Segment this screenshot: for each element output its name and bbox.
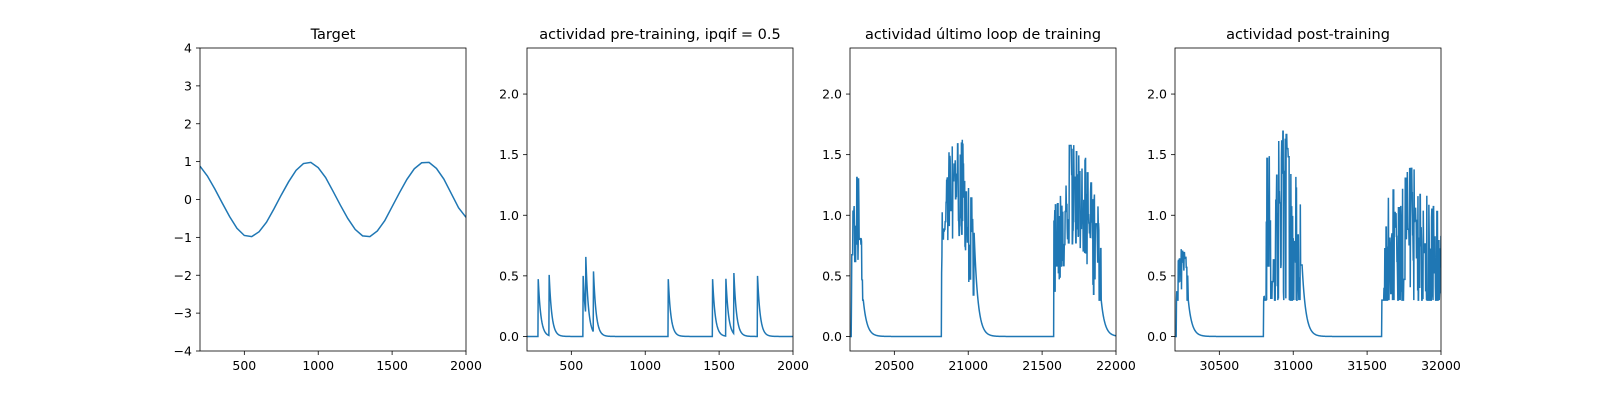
y-tick-label: 0 xyxy=(184,192,192,207)
y-tick-label: 0.5 xyxy=(1147,268,1167,283)
subplot-title: actividad último loop de training xyxy=(865,27,1101,43)
series-line xyxy=(200,161,466,238)
series-line xyxy=(527,256,793,338)
y-tick-label: 2.0 xyxy=(499,87,519,102)
y-tick-label: 1.5 xyxy=(499,147,519,162)
axes-frame xyxy=(849,47,1117,352)
y-tick-label: 0.5 xyxy=(822,268,842,283)
axes-frame xyxy=(526,47,794,352)
x-tick-label: 21000 xyxy=(948,358,988,373)
x-tick-label: 32000 xyxy=(1421,358,1461,373)
y-tick-label: 1.5 xyxy=(822,147,842,162)
series-line xyxy=(1175,130,1441,338)
y-tick-label: 1.0 xyxy=(499,208,519,223)
y-tick-label: 1.0 xyxy=(1147,208,1167,223)
subplot-title: actividad pre-training, ipqif = 0.5 xyxy=(539,27,780,43)
subplot-1: Target 500 1000 1500 2000 −4 −3 −2 −1 0 1 2 3 4 xyxy=(174,27,482,373)
x-tick-label: 31000 xyxy=(1273,358,1313,373)
x-tick-label: 500 xyxy=(559,358,583,373)
y-tick-label: 0.0 xyxy=(822,329,842,344)
y-tick-label: 3 xyxy=(184,78,192,93)
x-tick-label: 21500 xyxy=(1022,358,1062,373)
y-tick-label: −3 xyxy=(174,306,192,321)
x-tick-label: 1000 xyxy=(629,358,661,373)
subplot-3: actividad último loop de training 20500 21… xyxy=(822,27,1136,373)
y-tick-label: 1.0 xyxy=(822,208,842,223)
x-tick-label: 2000 xyxy=(777,358,809,373)
y-tick-label: 0.5 xyxy=(499,268,519,283)
x-tick-label: 1500 xyxy=(703,358,735,373)
axes-frame xyxy=(1174,47,1442,352)
subplot-title: Target xyxy=(310,27,356,43)
series-line xyxy=(850,139,1116,338)
x-tick-label: 1000 xyxy=(302,358,334,373)
subplot-title: actividad post-training xyxy=(1226,27,1390,43)
y-tick-label: −2 xyxy=(174,268,192,283)
y-tick-label: 2.0 xyxy=(1147,87,1167,102)
x-tick-label: 22000 xyxy=(1096,358,1136,373)
y-tick-label: 2 xyxy=(184,116,192,131)
y-tick-label: 1.5 xyxy=(1147,147,1167,162)
y-tick-label: −4 xyxy=(174,344,192,359)
y-tick-label: 1 xyxy=(184,154,192,169)
y-tick-label: 0.0 xyxy=(499,329,519,344)
y-tick-label: 2.0 xyxy=(822,87,842,102)
x-tick-label: 2000 xyxy=(450,358,482,373)
x-tick-label: 500 xyxy=(232,358,256,373)
y-tick-label: −1 xyxy=(174,230,192,245)
x-tick-label: 31500 xyxy=(1347,358,1387,373)
subplot-4: actividad post-training 30500 31000 31500 32… xyxy=(1147,27,1461,373)
x-tick-label: 20500 xyxy=(874,358,914,373)
x-tick-label: 30500 xyxy=(1199,358,1239,373)
x-tick-label: 1500 xyxy=(376,358,408,373)
subplot-2: actividad pre-training, ipqif = 0.5 500 10… xyxy=(499,27,809,373)
y-tick-label: 0.0 xyxy=(1147,329,1167,344)
y-tick-label: 4 xyxy=(184,41,192,56)
